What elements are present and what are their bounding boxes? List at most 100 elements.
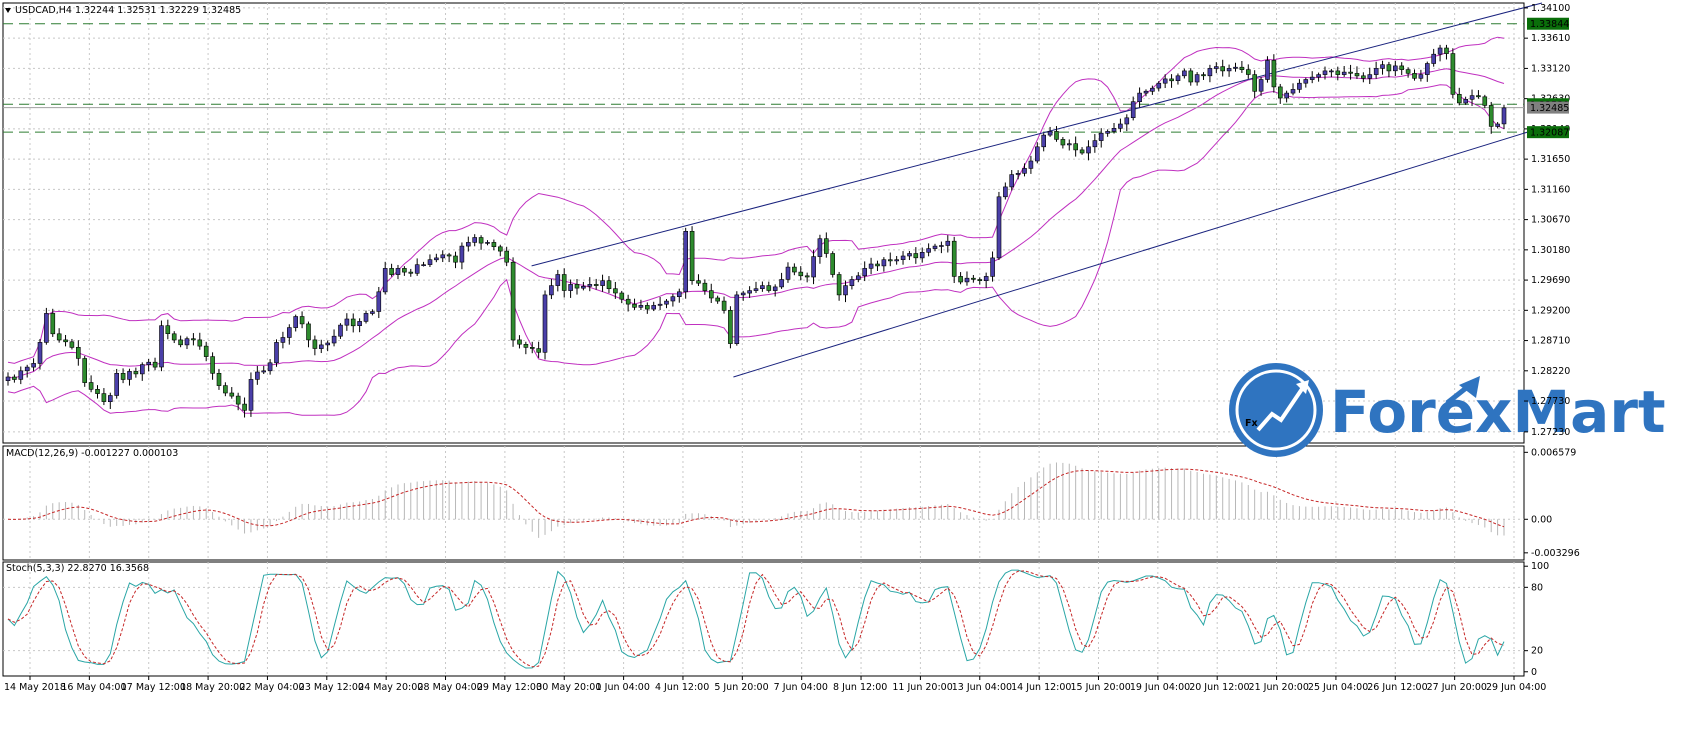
logo-ring — [1235, 369, 1317, 451]
candle-bear — [223, 385, 228, 394]
candle-bull — [1303, 79, 1309, 84]
candle-bull — [1105, 131, 1110, 134]
candle-bull — [1035, 146, 1040, 162]
candle-bear — [1188, 70, 1194, 83]
candle-bear — [1488, 105, 1494, 127]
candle-bull — [1003, 186, 1008, 198]
candle-bear — [804, 275, 810, 278]
candle-bull — [1284, 92, 1289, 99]
time-tick-label: 1 Jun 04:00 — [596, 682, 650, 693]
forexmart-logo: Fx ForexMart — [1229, 363, 1666, 457]
candle-bear — [491, 242, 497, 247]
candle-bear — [95, 388, 100, 394]
candle-bull — [1258, 79, 1264, 92]
candle-bull — [1329, 70, 1334, 73]
candle-bull — [894, 259, 900, 262]
candle-bull — [1143, 90, 1149, 94]
stoch-signal-line — [7, 570, 1505, 668]
candle-bear — [1399, 65, 1404, 70]
candle-bull — [37, 342, 43, 364]
candle-bull — [395, 268, 401, 275]
candle-bull — [1194, 74, 1200, 83]
candle-bear — [216, 372, 222, 386]
candle-bull — [862, 268, 868, 277]
candle-bear — [728, 309, 733, 344]
candle-bull — [983, 276, 989, 281]
candle-bull — [1309, 76, 1315, 80]
candle-bull — [1437, 47, 1443, 55]
candle-bull — [1067, 143, 1072, 146]
candle-bull — [1463, 99, 1468, 104]
candle-bear — [715, 297, 721, 302]
symbol-dropdown-icon[interactable] — [5, 8, 11, 13]
candle-bear — [606, 280, 612, 290]
candle-bear — [1335, 70, 1341, 75]
logo-wordmark-arrow-shaft — [1445, 379, 1477, 405]
candle-bull — [1156, 82, 1162, 89]
candle-bear — [510, 261, 516, 341]
price-label-box — [1527, 101, 1569, 114]
candle-bear — [12, 376, 17, 380]
candle-bear — [453, 255, 458, 263]
candle-bull — [1431, 53, 1436, 64]
candle-bull — [1130, 101, 1136, 118]
candle-bull — [600, 280, 605, 286]
trend-channel — [531, 2, 1543, 378]
time-tick-label: 20 Jun 12:00 — [1189, 682, 1249, 693]
time-tick-label: 16 May 04:00 — [61, 682, 126, 693]
candle-bull — [817, 238, 823, 257]
candle-bear — [165, 325, 171, 335]
macd-tick-label: 0.006579 — [1531, 447, 1576, 458]
candle-bear — [446, 254, 452, 257]
stoch-tick-label: 0 — [1531, 667, 1537, 678]
candle-bear — [1405, 69, 1411, 74]
candle-bull — [1501, 107, 1507, 125]
time-tick-label: 29 Jun 04:00 — [1486, 682, 1546, 693]
candle-bear — [1476, 95, 1481, 98]
candle-bull — [274, 342, 279, 364]
logo-arrow — [1256, 384, 1306, 432]
candle-bear — [1252, 74, 1257, 92]
candle-bull — [734, 294, 740, 344]
candle-bear — [1073, 143, 1078, 151]
stoch-tick-label: 100 — [1531, 561, 1549, 572]
price-tick-label: 1.28220 — [1531, 366, 1570, 377]
candle-bull — [108, 395, 113, 402]
candle-bull — [1124, 117, 1130, 125]
candle-bear — [1444, 47, 1449, 54]
candle-bear — [1278, 86, 1283, 99]
candle-bull — [1022, 168, 1027, 174]
time-tick-label: 8 Jun 12:00 — [833, 682, 887, 693]
candle-bear — [1361, 75, 1366, 79]
price-label-box — [1527, 17, 1569, 30]
candle-bear — [593, 284, 599, 286]
candle-bull — [683, 231, 689, 293]
time-tick-label: 18 May 20:00 — [180, 682, 245, 693]
time-tick-label: 24 May 20:00 — [358, 682, 423, 693]
pane-frame — [2, 2, 1525, 444]
candle-bull — [127, 371, 132, 380]
candle-bear — [958, 276, 963, 283]
candle-bear — [517, 339, 522, 345]
time-tick-label: 29 May 12:00 — [477, 682, 542, 693]
candle-bull — [657, 303, 663, 306]
price-tick-label: 1.31160 — [1531, 184, 1570, 195]
candle-bull — [676, 291, 682, 297]
candle-bear — [792, 266, 797, 273]
macd-title: MACD(12,26,9) -0.001227 0.000103 — [6, 448, 178, 459]
candle-bull — [293, 316, 299, 328]
candle-bull — [753, 288, 759, 291]
candle-bear — [1354, 73, 1360, 77]
candle-bull — [1182, 70, 1187, 77]
candle-bear — [1239, 66, 1245, 70]
candle-bull — [24, 366, 30, 372]
candle-bull — [1265, 60, 1270, 80]
candle-bull — [549, 285, 554, 296]
candle-bull — [114, 372, 119, 396]
candle-bull — [325, 342, 331, 346]
candle-bull — [414, 264, 420, 274]
candle-bear — [887, 259, 893, 262]
